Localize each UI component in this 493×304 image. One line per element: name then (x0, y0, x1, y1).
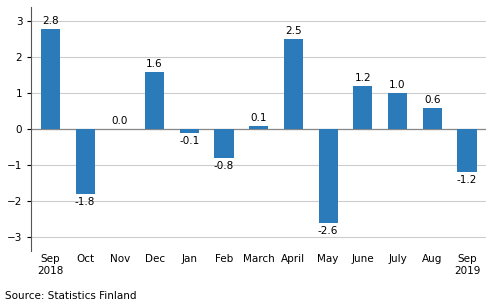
Bar (318, 129, 338, 223)
Text: 0.6: 0.6 (424, 95, 441, 105)
Bar (145, 72, 164, 129)
Text: 0.1: 0.1 (250, 113, 267, 123)
Text: -0.1: -0.1 (179, 136, 199, 146)
Text: -0.8: -0.8 (214, 161, 234, 171)
Text: 1.0: 1.0 (389, 80, 406, 90)
Text: 2.5: 2.5 (285, 26, 302, 36)
Text: 2.8: 2.8 (42, 16, 59, 26)
Text: 0.0: 0.0 (112, 116, 128, 126)
Text: 1.2: 1.2 (354, 73, 371, 83)
Text: -1.8: -1.8 (75, 197, 95, 207)
Bar (388, 93, 407, 129)
Bar (353, 86, 372, 129)
Bar (41, 29, 60, 129)
Bar (75, 129, 95, 194)
Bar (249, 126, 268, 129)
Text: 1.6: 1.6 (146, 59, 163, 69)
Bar (284, 39, 303, 129)
Text: Source: Statistics Finland: Source: Statistics Finland (5, 291, 137, 301)
Bar (423, 108, 442, 129)
Bar (214, 129, 234, 158)
Bar (180, 129, 199, 133)
Text: -1.2: -1.2 (457, 175, 477, 185)
Bar (458, 129, 477, 172)
Text: -2.6: -2.6 (318, 226, 338, 236)
